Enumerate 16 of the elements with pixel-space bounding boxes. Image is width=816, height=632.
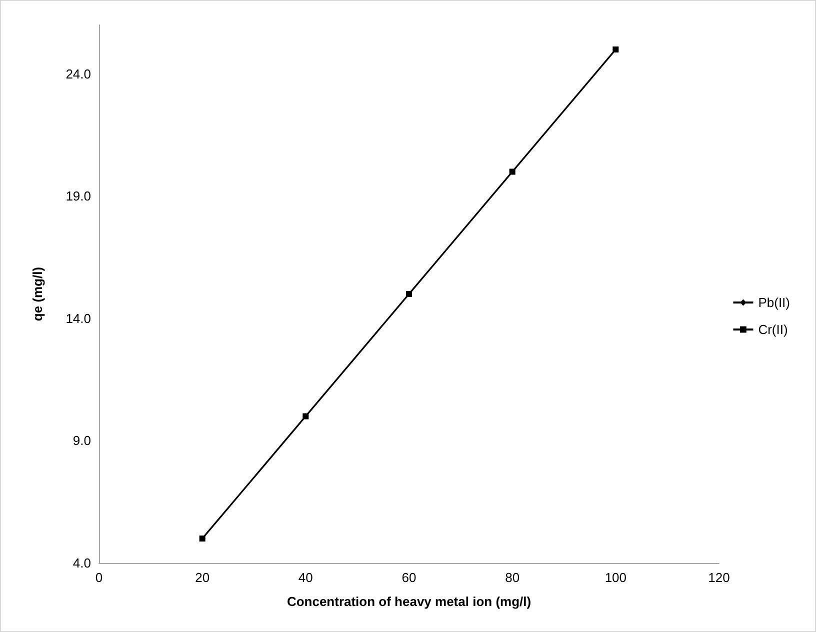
y-tick-label: 9.0: [72, 433, 91, 448]
y-tick-label: 4.0: [72, 556, 91, 570]
y-axis-title: qe (mg/l): [30, 266, 45, 322]
legend-label: Pb(II): [758, 295, 790, 310]
x-tick-label: 120: [708, 570, 730, 585]
y-tick-label: 24.0: [66, 66, 91, 82]
x-tick-label: 100: [604, 570, 627, 585]
legend-label: Cr(II): [758, 322, 788, 337]
x-tick-label: 80: [505, 570, 520, 585]
x-axis-title: Concentration of heavy metal ion (mg/l): [286, 594, 532, 609]
x-tick-label: 0: [95, 570, 103, 585]
x-tick-label: 20: [195, 570, 210, 585]
y-tick-label: 19.0: [66, 188, 91, 204]
x-tick-label: 60: [402, 570, 416, 585]
x-tick-label: 40: [298, 570, 313, 585]
y-tick-label: 14.0: [66, 310, 91, 326]
